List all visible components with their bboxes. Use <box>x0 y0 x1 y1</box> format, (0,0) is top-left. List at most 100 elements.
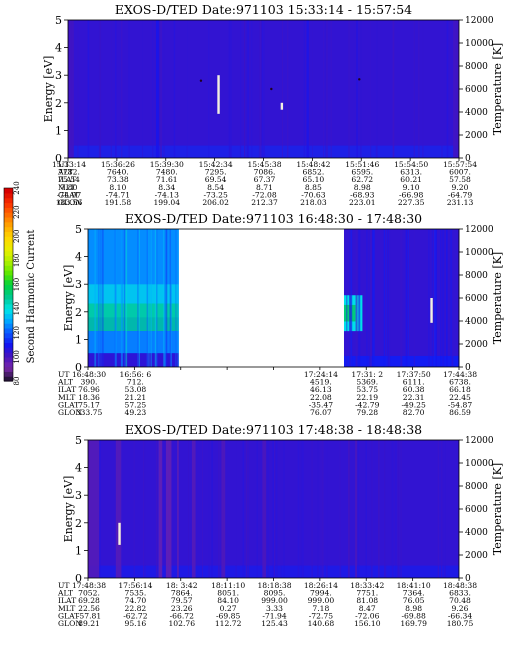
table-cell: 57.25 <box>125 400 147 409</box>
spike-mark <box>118 522 121 545</box>
table-cell: 18.36 <box>78 393 100 402</box>
table-cell: -70.63 <box>301 190 325 199</box>
colorbar-segment <box>4 270 13 276</box>
texture-streak <box>398 440 400 578</box>
table-cell: 8.98 <box>405 604 422 613</box>
segment-streak <box>177 229 179 367</box>
colorbar-segment <box>4 202 13 208</box>
segment-streak <box>400 229 403 367</box>
texture-streak <box>100 20 102 158</box>
segment-streak <box>100 229 102 367</box>
table-cell: 15:48:42 <box>296 160 330 169</box>
segment-streak <box>115 229 117 367</box>
table-cell: 15:33:14 <box>52 160 86 169</box>
table-cell: -66.98 <box>399 190 423 199</box>
y-axis-label: Energy [eV] <box>62 265 75 332</box>
table-cell: 16:48:30 <box>72 370 106 379</box>
texture-streak <box>99 20 101 158</box>
texture-streak <box>258 20 260 158</box>
texture-streak <box>128 20 130 158</box>
y2-tick-label: 4000 <box>465 528 488 538</box>
y-tick-label: 4 <box>75 462 82 475</box>
spectral-band <box>165 440 172 578</box>
texture-streak <box>115 20 117 158</box>
chart-title: EXOS-D/TED Date:971103 17:48:38 - 18:48:… <box>125 422 422 437</box>
texture-streak <box>208 20 210 158</box>
table-cell: 7864. <box>171 589 193 598</box>
segment-streak <box>366 229 368 367</box>
texture-streak <box>141 20 144 158</box>
table-row-label: UT <box>58 370 69 379</box>
colorbar-segment <box>4 255 13 261</box>
texture-streak <box>247 20 250 158</box>
segment-streak <box>97 229 100 367</box>
texture-streak <box>440 440 443 578</box>
segment-streak <box>146 229 148 367</box>
table-cell: 17:24:14 <box>304 370 338 379</box>
colorbar-segment <box>4 216 13 223</box>
data-dot <box>199 79 203 82</box>
y2-tick-label: 12000 <box>465 16 494 26</box>
texture-streak <box>339 440 341 578</box>
table-cell: 7.80 <box>61 183 78 192</box>
table-cell: 206.02 <box>202 198 229 207</box>
table-row-label: MLT <box>58 393 75 402</box>
colorbar-tick-label: 160 <box>13 278 21 291</box>
y-tick-label: 2 <box>75 306 82 319</box>
segment-streak <box>121 229 124 367</box>
segment-streak <box>94 229 97 367</box>
y2-tick-label: 10000 <box>465 39 494 49</box>
segment-streak <box>386 229 388 367</box>
colorbar-tick-label: 100 <box>13 350 21 363</box>
y2-tick-label: 4000 <box>465 317 488 327</box>
segment-streak <box>372 229 374 367</box>
colorbar-tick-label: 240 <box>13 181 21 194</box>
segment-streak <box>154 229 157 367</box>
colorbar-segment <box>4 231 13 237</box>
table-cell: 82.70 <box>403 408 425 417</box>
table-cell: 8.54 <box>207 183 224 192</box>
texture-streak <box>280 440 282 578</box>
table-cell: 22.08 <box>310 393 332 402</box>
texture-streak <box>437 440 439 578</box>
spectral-band <box>262 440 267 578</box>
table-cell: 223.01 <box>349 198 376 207</box>
table-cell: -69.85 <box>216 611 240 620</box>
colorbar-segment <box>4 376 13 382</box>
colorbar-segment <box>4 250 13 257</box>
colorbar-segment <box>4 241 13 247</box>
y-tick-label: 1 <box>75 333 82 346</box>
table-row-label: ILAT <box>58 596 76 605</box>
y2-tick-label: 6000 <box>465 85 488 95</box>
colorbar-tick-label: 120 <box>13 326 21 339</box>
y-tick-label: 3 <box>75 489 82 502</box>
texture-streak <box>239 20 241 158</box>
segment-streak <box>442 229 445 367</box>
segment-streak <box>114 229 116 367</box>
data-dot <box>358 78 361 81</box>
colorbar-segment <box>4 327 13 334</box>
table-cell: -57.81 <box>77 611 101 620</box>
table-cell: 18:11:10 <box>211 581 245 590</box>
table-cell: 7480. <box>156 168 178 177</box>
y2-tick-label: 4000 <box>465 108 488 118</box>
table-row-label: GLAT <box>58 190 79 199</box>
table-row-label: GLON <box>58 198 82 207</box>
spectral-band <box>88 440 100 578</box>
table-cell: 23.26 <box>171 604 193 613</box>
y2-tick-label: 10000 <box>465 459 494 469</box>
table-cell: 15:36:26 <box>101 160 135 169</box>
texture-streak <box>301 440 304 578</box>
segment-streak <box>358 229 361 367</box>
table-cell: 6313. <box>400 168 422 177</box>
y2-tick-label: 2000 <box>465 551 488 561</box>
table-row-label: ALT <box>57 378 73 387</box>
segment-streak <box>372 229 375 367</box>
texture-streak <box>340 440 342 578</box>
colorbar-segment <box>4 236 13 242</box>
table-row-label: MLT <box>58 183 75 192</box>
table-cell: 79.28 <box>356 408 378 417</box>
table-row-label: UT <box>58 581 69 590</box>
texture-streak <box>311 20 313 158</box>
texture-streak <box>348 20 350 158</box>
